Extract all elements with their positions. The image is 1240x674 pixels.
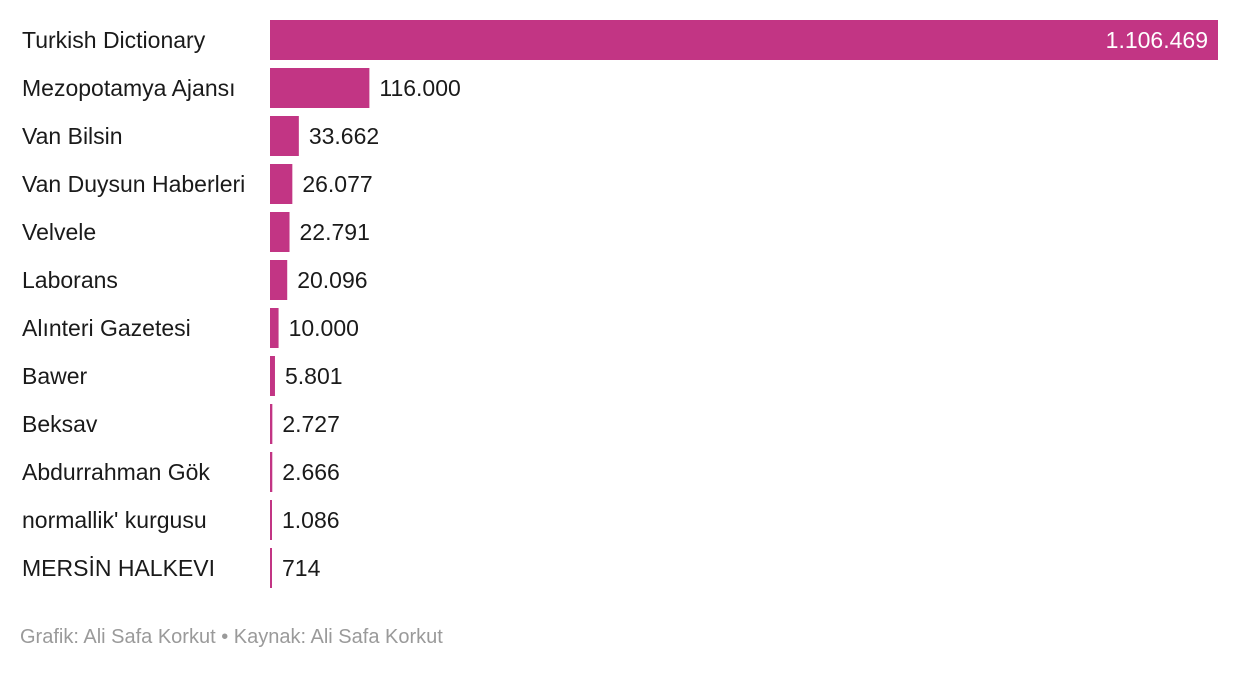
bar — [270, 452, 273, 492]
value-label: 1.106.469 — [1106, 27, 1208, 53]
value-label: 5.801 — [285, 363, 343, 389]
category-label: Van Duysun Haberleri — [22, 171, 245, 197]
category-label: Laborans — [22, 267, 118, 293]
bar — [270, 308, 279, 348]
bar — [270, 20, 1218, 60]
chart-footer: Grafik: Ali Safa Korkut • Kaynak: Ali Sa… — [20, 626, 443, 649]
bar — [270, 356, 275, 396]
category-label: Bawer — [22, 363, 88, 389]
bar — [270, 68, 370, 108]
category-label: Abdurrahman Gök — [22, 459, 210, 485]
credit-label: Grafik: — [20, 626, 79, 648]
value-label: 1.086 — [282, 507, 340, 533]
bar — [270, 548, 272, 588]
value-label: 33.662 — [309, 123, 379, 149]
bar — [270, 164, 293, 204]
bar — [270, 116, 299, 156]
source-label: Kaynak: — [233, 626, 307, 648]
category-label: normallik' kurgusu — [22, 507, 207, 533]
value-label: 10.000 — [289, 315, 359, 341]
category-label: MERSİN HALKEVI — [22, 555, 215, 581]
value-label: 26.077 — [302, 171, 372, 197]
value-label: 2.666 — [282, 459, 340, 485]
bar-chart: Turkish Dictionary 1.106.469 Mezopotamya A… — [22, 20, 1218, 588]
bar — [270, 212, 290, 252]
category-label: Mezopotamya Ajansı — [22, 75, 236, 101]
category-label: Turkish Dictionary — [22, 27, 206, 53]
value-label: 2.727 — [282, 411, 340, 437]
bar — [270, 500, 272, 540]
value-label: 116.000 — [379, 75, 460, 101]
bar — [270, 260, 288, 300]
value-label: 20.096 — [297, 267, 367, 293]
category-label: Velvele — [22, 219, 96, 245]
value-label: 714 — [282, 555, 321, 581]
category-label: Van Bilsin — [22, 123, 123, 149]
footer-separator: • — [221, 626, 229, 648]
category-label: Alınteri Gazetesi — [22, 315, 191, 341]
credit-name: Ali Safa Korkut — [83, 626, 216, 648]
bar — [270, 404, 273, 444]
value-label: 22.791 — [300, 219, 370, 245]
category-label: Beksav — [22, 411, 98, 437]
source-name: Ali Safa Korkut — [310, 626, 443, 648]
